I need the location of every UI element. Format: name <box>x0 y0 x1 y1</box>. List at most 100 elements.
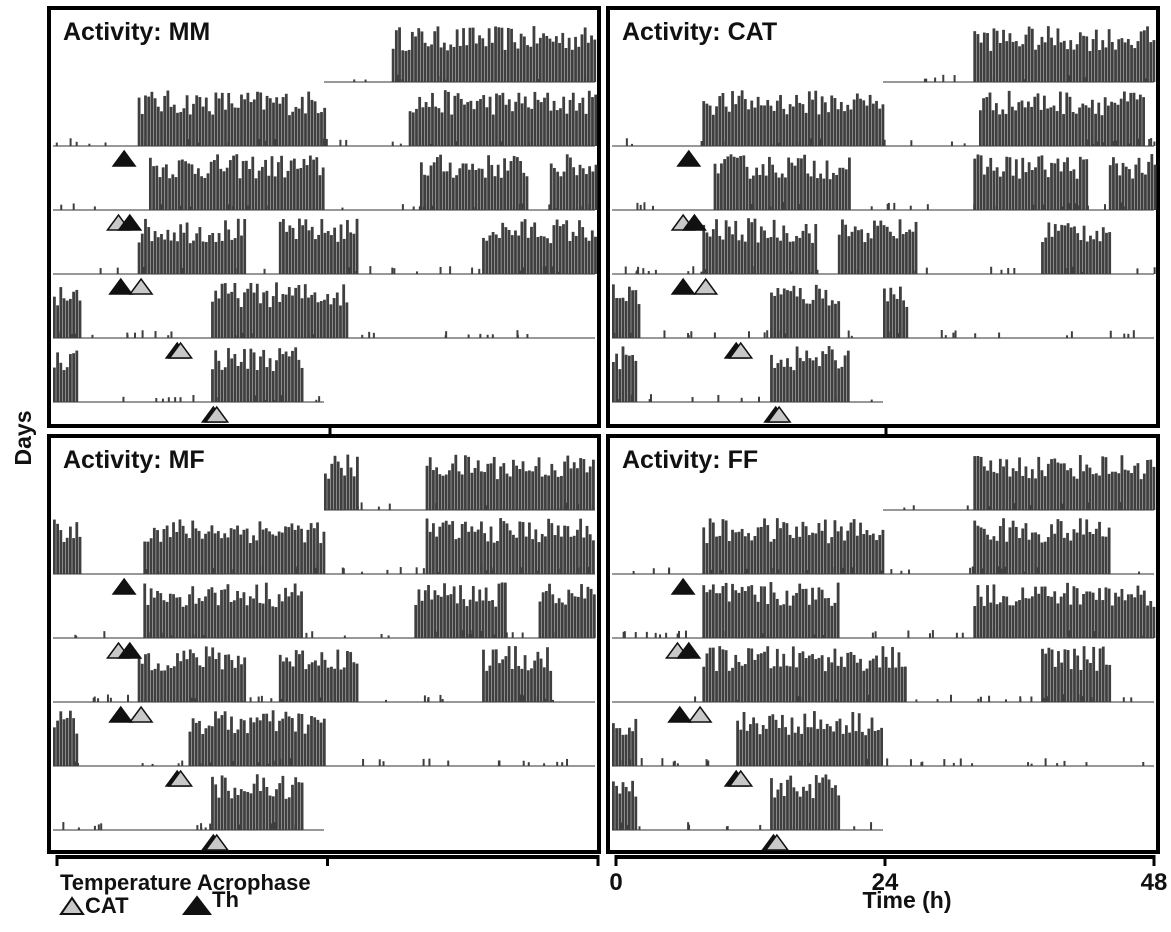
activity-bar <box>718 646 722 702</box>
activity-noise <box>449 266 452 274</box>
activity-bar <box>1082 593 1085 638</box>
activity-bar <box>510 28 513 83</box>
activity-bar <box>462 28 465 83</box>
activity-bar <box>631 290 634 338</box>
activity-bar <box>304 113 307 146</box>
activity-bar <box>428 531 432 574</box>
activity-noise <box>612 398 615 402</box>
activity-bar <box>489 526 493 574</box>
activity-bar <box>262 292 266 338</box>
activity-bar <box>822 178 826 210</box>
activity-bar <box>172 104 176 146</box>
activity-bar <box>324 473 327 510</box>
activity-bar <box>773 797 777 830</box>
activity-bar <box>192 240 195 274</box>
activity-noise <box>1066 268 1069 274</box>
activity-bar <box>553 167 556 210</box>
activity-bar <box>275 97 279 146</box>
activity-bar <box>523 96 527 146</box>
activity-noise <box>189 206 192 210</box>
activity-bar <box>549 243 553 274</box>
activity-bar <box>1112 157 1115 210</box>
activity-noise <box>1109 330 1112 338</box>
activity-bar <box>439 47 443 82</box>
activity-noise <box>763 332 766 338</box>
activity-bar <box>262 777 266 830</box>
activity-noise <box>441 699 444 702</box>
activity-bar <box>297 285 301 338</box>
activity-bar <box>492 456 496 510</box>
activity-noise <box>242 332 245 338</box>
activity-bar <box>443 90 447 146</box>
activity-bar <box>702 585 706 638</box>
activity-noise <box>995 206 998 210</box>
activity-bar <box>827 543 830 574</box>
activity-bar <box>718 235 722 274</box>
activity-noise <box>907 630 910 638</box>
activity-noise <box>838 763 841 766</box>
activity-bar <box>753 107 757 146</box>
activity-bar <box>349 232 353 274</box>
activity-noise <box>624 266 627 274</box>
cat-acrophase-marker <box>168 341 194 359</box>
activity-bar <box>857 230 860 274</box>
activity-bar <box>875 540 878 574</box>
activity-bar <box>220 240 224 274</box>
activity-noise <box>1138 571 1141 574</box>
activity-noise <box>797 203 800 210</box>
activity-bar <box>284 587 287 638</box>
activity-bar <box>216 605 220 638</box>
activity-noise <box>704 269 707 274</box>
activity-noise <box>1132 330 1135 338</box>
activity-bar <box>312 528 316 574</box>
activity-bar <box>871 103 875 146</box>
activity-bar <box>1043 476 1047 510</box>
activity-bar <box>473 467 477 510</box>
activity-bar <box>271 371 275 402</box>
activity-bar <box>323 659 327 702</box>
activity-bar <box>323 299 326 338</box>
activity-noise <box>360 502 363 510</box>
activity-bar <box>581 227 585 274</box>
activity-noise <box>808 269 811 274</box>
activity-bar <box>823 598 827 638</box>
activity-bar <box>1034 49 1037 82</box>
activity-bar <box>482 649 485 702</box>
activity-bar <box>307 297 310 338</box>
activity-bar <box>69 298 72 338</box>
activity-bar <box>547 475 551 510</box>
activity-bar <box>811 99 814 146</box>
activity-bar <box>503 158 506 210</box>
activity-noise <box>903 507 906 510</box>
activity-bar <box>1131 178 1135 210</box>
activity-bar <box>137 97 141 146</box>
activity-bar <box>753 659 757 702</box>
activity-bar <box>1043 541 1047 574</box>
activity-bar <box>1060 662 1064 702</box>
activity-bar <box>184 161 187 210</box>
activity-noise <box>979 696 982 702</box>
activity-bar <box>852 519 856 574</box>
activity-bar <box>280 532 284 574</box>
activity-bar <box>796 158 800 210</box>
activity-bar <box>814 90 818 146</box>
activity-bar <box>489 463 493 510</box>
activity-noise <box>199 763 202 766</box>
activity-bar <box>336 241 340 274</box>
activity-bar <box>414 604 418 638</box>
activity-bar <box>501 659 505 702</box>
day-row <box>324 26 597 83</box>
activity-bar <box>982 466 986 510</box>
activity-bar <box>1034 586 1037 638</box>
activity-noise <box>195 634 198 638</box>
th-acrophase-marker <box>117 641 143 659</box>
activity-noise <box>1130 697 1133 702</box>
activity-noise <box>1096 141 1099 146</box>
activity-bar <box>817 114 821 146</box>
activity-bar <box>321 167 325 210</box>
activity-bar <box>1126 101 1129 146</box>
activity-bar <box>294 777 298 830</box>
activity-noise <box>195 266 198 274</box>
activity-bar <box>782 108 786 146</box>
activity-noise <box>267 763 270 766</box>
